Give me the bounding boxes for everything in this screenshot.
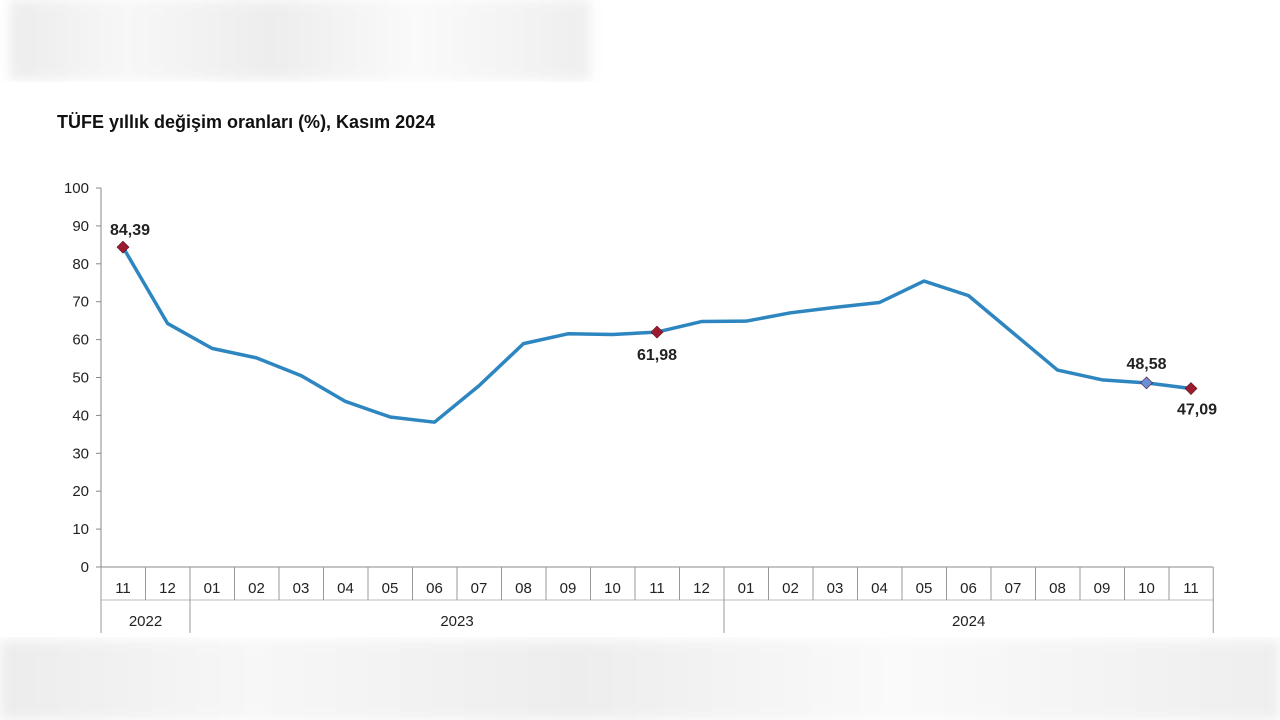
x-tick-label: 10 <box>1138 580 1155 597</box>
y-tick-label: 40 <box>72 407 89 424</box>
x-year-label: 2023 <box>440 613 473 630</box>
y-tick-label: 30 <box>72 445 89 462</box>
x-tick-label: 03 <box>293 580 310 597</box>
x-tick-label: 10 <box>604 580 621 597</box>
annotation-marker <box>1184 382 1198 395</box>
y-tick-label: 90 <box>72 218 89 235</box>
chart-panel <box>0 82 1280 637</box>
annotation-marker <box>650 325 664 339</box>
data-label: 48,58 <box>1126 356 1166 373</box>
x-tick-label: 11 <box>115 580 131 597</box>
y-tick-label: 50 <box>72 370 89 387</box>
x-tick-label: 01 <box>738 580 755 597</box>
y-tick-label: 10 <box>72 521 89 538</box>
x-tick-label: 11 <box>649 580 665 597</box>
x-year-label: 2024 <box>952 613 985 630</box>
y-tick-label: 20 <box>72 483 89 500</box>
x-tick-label: 11 <box>1183 580 1199 597</box>
x-tick-label: 03 <box>827 580 844 597</box>
x-tick-label: 02 <box>782 580 799 597</box>
chart-title: TÜFE yıllık değişim oranları (%), Kasım … <box>57 112 436 132</box>
x-tick-label: 05 <box>916 580 933 597</box>
x-tick-label: 04 <box>871 580 888 597</box>
y-tick-label: 100 <box>64 180 89 197</box>
x-tick-label: 12 <box>159 580 176 597</box>
data-label: 84,39 <box>110 222 150 239</box>
data-label: 61,98 <box>637 347 677 364</box>
annotation-marker <box>1140 376 1153 390</box>
x-tick-label: 07 <box>471 580 488 597</box>
x-tick-label: 08 <box>1049 580 1066 597</box>
x-tick-label: 02 <box>248 580 265 597</box>
x-tick-label: 06 <box>426 580 443 597</box>
x-tick-label: 12 <box>693 580 710 597</box>
x-year-label: 2022 <box>129 613 162 630</box>
y-tick-label: 70 <box>72 294 89 311</box>
x-tick-label: 09 <box>1094 580 1111 597</box>
blurred-background-top <box>10 0 590 80</box>
blurred-background-bottom <box>0 640 1280 720</box>
x-tick-label: 06 <box>960 580 977 597</box>
x-tick-label: 01 <box>204 580 221 597</box>
x-tick-label: 08 <box>515 580 532 597</box>
x-tick-label: 09 <box>560 580 577 597</box>
data-label: 47,09 <box>1177 402 1217 419</box>
x-tick-label: 07 <box>1005 580 1022 597</box>
y-tick-label: 80 <box>72 256 89 273</box>
x-tick-label: 04 <box>337 580 354 597</box>
x-tick-label: 05 <box>382 580 399 597</box>
y-tick-label: 0 <box>81 559 89 576</box>
annotation-marker <box>116 240 130 254</box>
y-tick-label: 60 <box>72 332 89 349</box>
